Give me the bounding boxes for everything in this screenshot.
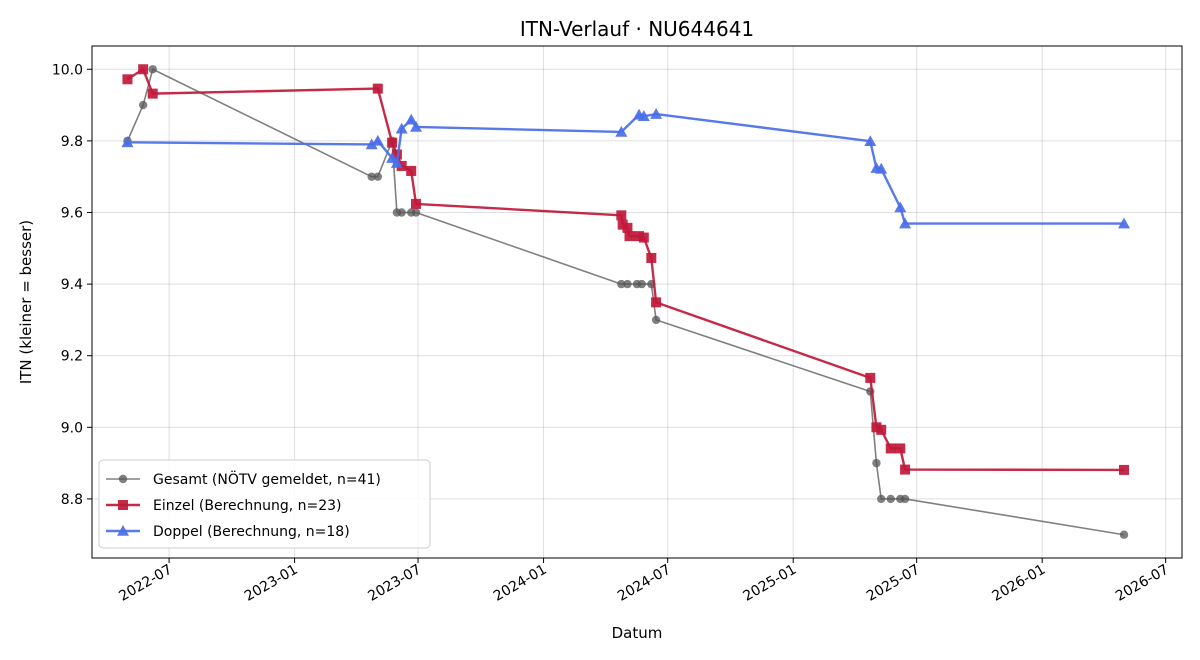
series-0-point [876, 494, 886, 504]
series-2-point [365, 138, 378, 150]
series-1-point [616, 210, 627, 221]
series-0-point [886, 494, 895, 504]
legend-marker-1 [118, 500, 128, 510]
series-0-point [367, 172, 376, 181]
series-2-point [894, 201, 907, 213]
series-1-point [622, 222, 633, 233]
legend-label-1: Einzel (Berechnung, n=23) [153, 498, 342, 514]
series-2-point [1118, 217, 1131, 229]
series-0-point [397, 208, 406, 217]
legend-label-2: Doppel (Berechnung, n=18) [153, 524, 350, 540]
series-2-point [390, 157, 403, 168]
series-2-point [371, 134, 384, 146]
y-tick-label: 9.0 [61, 420, 83, 436]
series-1-point [387, 137, 398, 148]
series-2-point [121, 136, 134, 148]
series-0-point [138, 100, 148, 110]
y-tick-label: 9.2 [61, 349, 83, 365]
series-2-point [650, 108, 663, 119]
y-axis-ticks: 8.8 9.0 9.2 9.4 9.6 9.8 10.0 [52, 62, 92, 508]
legend-marker-0 [118, 474, 128, 484]
legend-marker-2 [117, 525, 129, 536]
series-1-point [900, 464, 911, 475]
series-2-point [864, 135, 877, 147]
series-1-point [876, 424, 887, 435]
series-1-point [646, 252, 657, 263]
series-1-point [138, 64, 149, 75]
y-tick-label: 10.0 [52, 62, 83, 78]
y-tick-label: 9.8 [61, 134, 83, 150]
series-2-point [395, 122, 408, 134]
series-2-triangle [121, 108, 1131, 229]
series-2-point [899, 217, 912, 229]
series-0-point [617, 279, 626, 289]
series-layer [121, 64, 1131, 539]
series-0-point [900, 494, 910, 504]
series-0-point [637, 279, 646, 289]
series-2-point [637, 110, 650, 121]
series-1-point [865, 372, 876, 383]
series-1-point [372, 83, 383, 94]
series-2-point [409, 120, 422, 132]
series-1-point [122, 74, 133, 85]
legend-box [98, 459, 431, 549]
series-1-point [406, 165, 417, 176]
y-tick-label: 9.4 [61, 277, 83, 293]
legend-label-0: Gesamt (NÖTV gemeldet, n=41) [153, 470, 381, 488]
series-2-line [127, 112, 1125, 225]
chart-title: ITN-Verlauf · NU644641 [520, 17, 754, 41]
series-1-point [638, 232, 649, 243]
series-0-point [872, 458, 881, 468]
series-2-point [386, 152, 399, 163]
series-0-point [373, 172, 383, 181]
series-2-point [875, 162, 888, 174]
x-axis-label: Datum [612, 624, 663, 642]
series-0-circle [123, 65, 1129, 539]
y-tick-label: 9.6 [61, 205, 83, 221]
series-0-point [148, 65, 157, 74]
series-1-point [624, 231, 635, 242]
y-tick-label: 8.8 [61, 492, 83, 508]
series-1-point [147, 88, 158, 99]
series-2-point [405, 113, 418, 125]
series-1-point [651, 297, 662, 308]
series-1-point [895, 443, 906, 454]
y-axis-label: ITN (kleiner = besser) [17, 220, 35, 384]
series-0-point [623, 279, 632, 289]
series-0-point [651, 315, 661, 325]
series-1-point [1119, 464, 1130, 475]
series-0-point [411, 208, 421, 217]
series-1-point [410, 198, 421, 209]
series-0-point [1119, 530, 1129, 539]
legend: Gesamt (NÖTV gemeldet, n=41) Einzel (Bere… [98, 459, 431, 549]
series-2-point [615, 125, 628, 137]
series-1-point [885, 443, 896, 454]
series-1-square [122, 64, 1130, 475]
plot-frame [91, 45, 1183, 559]
